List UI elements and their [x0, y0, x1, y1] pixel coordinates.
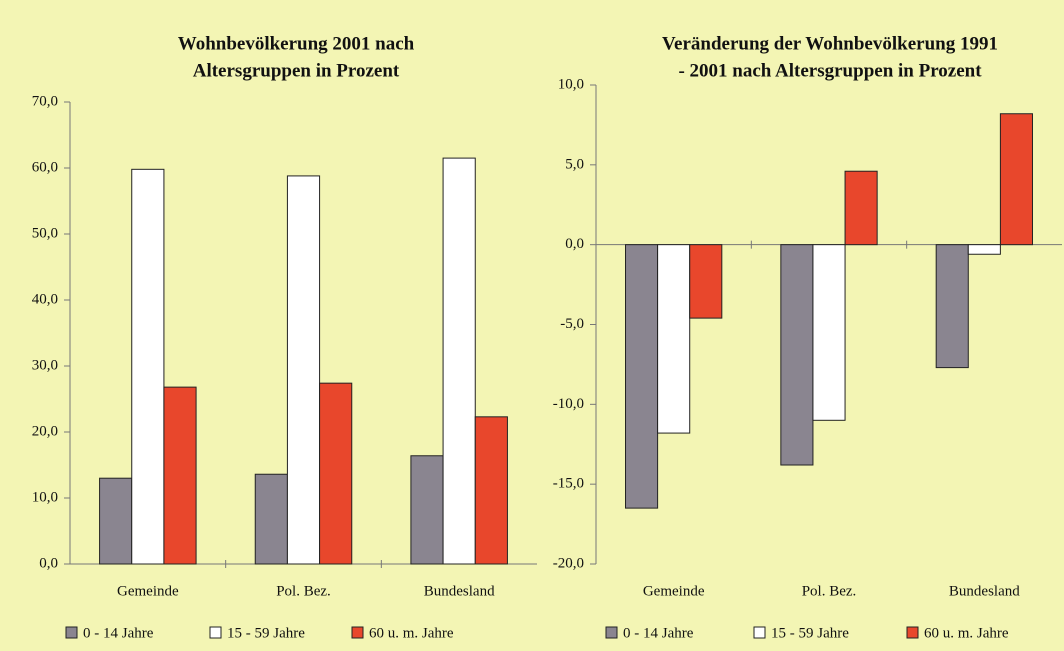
legend-swatch: [906, 626, 919, 639]
chart-title: - 2001 nach Altersgruppen in Prozent: [678, 60, 982, 81]
y-tick-label: 0,0: [39, 555, 58, 571]
bar: [163, 386, 197, 565]
legend-swatch: [753, 626, 766, 639]
bar: [780, 244, 814, 466]
chart-title: Altersgruppen in Prozent: [193, 60, 400, 81]
x-tick-label: Gemeinde: [643, 583, 705, 599]
bar: [474, 416, 508, 565]
y-tick-label: 10,0: [32, 489, 58, 505]
bar: [844, 170, 878, 246]
y-tick-label: 50,0: [32, 225, 58, 241]
y-tick-label: 60,0: [32, 159, 58, 175]
legend-swatch: [65, 626, 78, 639]
legend-swatch: [209, 626, 222, 639]
y-tick-label: 30,0: [32, 357, 58, 373]
legend-label: 0 - 14 Jahre: [83, 625, 154, 641]
bar: [812, 244, 846, 421]
y-tick-label: -20,0: [553, 555, 584, 571]
bar: [935, 244, 969, 369]
bar: [410, 455, 444, 565]
x-tick-label: Bundesland: [424, 583, 495, 599]
legend-label: 0 - 14 Jahre: [623, 625, 694, 641]
bar: [442, 157, 476, 565]
y-tick-label: 0,0: [565, 236, 584, 252]
legend-label: 15 - 59 Jahre: [771, 625, 849, 641]
bar: [689, 244, 723, 319]
bar: [131, 168, 165, 565]
bar: [254, 473, 288, 565]
y-tick-label: -5,0: [560, 316, 584, 332]
y-tick-label: 5,0: [565, 156, 584, 172]
legend-swatch: [605, 626, 618, 639]
y-tick-label: -10,0: [553, 396, 584, 412]
x-tick-label: Pol. Bez.: [802, 583, 857, 599]
bar: [999, 113, 1033, 246]
bar: [967, 244, 1001, 255]
y-tick-label: 10,0: [558, 76, 584, 92]
x-tick-label: Pol. Bez.: [276, 583, 331, 599]
bar: [99, 477, 133, 565]
y-tick-label: 20,0: [32, 423, 58, 439]
y-tick-label: -15,0: [553, 476, 584, 492]
legend-label: 60 u. m. Jahre: [924, 625, 1009, 641]
x-tick-label: Bundesland: [949, 583, 1020, 599]
y-tick-label: 70,0: [32, 93, 58, 109]
y-tick-label: 40,0: [32, 291, 58, 307]
chart-title: Wohnbevölkerung 2001 nach: [178, 33, 415, 54]
bar: [319, 382, 353, 565]
x-tick-label: Gemeinde: [117, 583, 179, 599]
legend-label: 60 u. m. Jahre: [369, 625, 454, 641]
bar: [286, 175, 321, 565]
chart-title: Veränderung der Wohnbevölkerung 1991: [662, 33, 998, 54]
bar: [657, 244, 691, 434]
bar: [625, 244, 659, 509]
legend-swatch: [351, 626, 364, 639]
legend-label: 15 - 59 Jahre: [227, 625, 305, 641]
